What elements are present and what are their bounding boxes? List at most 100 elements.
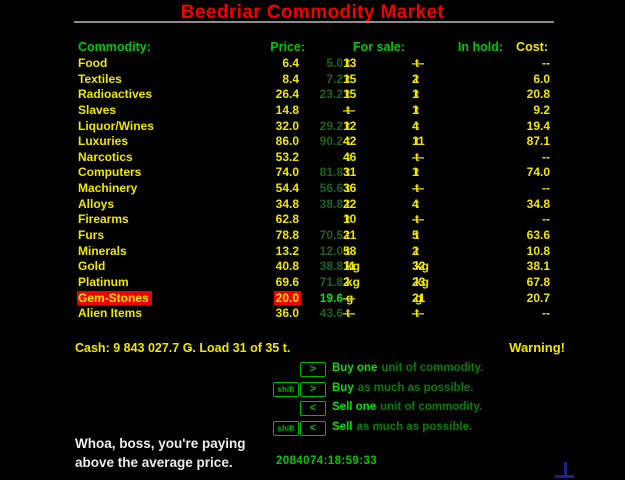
- ship-marker-icon: [555, 461, 575, 480]
- legend-text: Buy one unit of commodity.: [332, 362, 484, 374]
- commodity-cost: 20.7: [526, 290, 550, 305]
- commodity-price: 62.8: [275, 212, 299, 227]
- table-row[interactable]: Firearms 62.8 10 t — t --: [78, 212, 550, 227]
- commodity-cost: 6.0: [533, 71, 550, 86]
- commodity-avg-price: 56.6: [319, 181, 343, 196]
- table-row[interactable]: Platinum 69.6 71.8 2 kg 23 kg 67.8: [78, 274, 550, 289]
- commodity-avg-price: 70.5: [319, 228, 343, 243]
- commodity-price: 40.8: [275, 259, 299, 274]
- table-row[interactable]: Alien Items 36.0 43.6 — t — t --: [78, 306, 550, 321]
- advisor-message-line2: above the average price.: [75, 454, 233, 470]
- commodity-price: 8.4: [282, 71, 299, 86]
- arrow-key-button[interactable]: >: [300, 362, 326, 377]
- commodity-price: 34.8: [275, 196, 299, 211]
- commodity-avg-price: 38.8: [319, 259, 343, 274]
- commodity-cost: 74.0: [526, 165, 550, 180]
- commodity-avg-price: 19.6: [319, 290, 343, 305]
- header-in-hold: In hold:: [457, 40, 503, 54]
- commodity-price: 74.0: [275, 165, 299, 180]
- commodity-name: Slaves: [78, 102, 117, 117]
- arrow-key-button[interactable]: <: [300, 401, 326, 416]
- commodity-name: Alloys: [78, 196, 115, 211]
- warning-label: Warning!: [509, 340, 565, 355]
- title-divider: [74, 21, 554, 23]
- table-row[interactable]: Gold 40.8 38.8 11 kg 32 kg 38.1: [78, 259, 550, 274]
- commodity-name: Gem-Stones: [77, 290, 152, 305]
- arrow-key-button[interactable]: <: [300, 420, 326, 436]
- commodity-avg-price: 43.6: [319, 306, 343, 321]
- commodity-avg-price: 90.2: [319, 134, 343, 149]
- commodity-name: Computers: [78, 165, 142, 180]
- commodity-name: Luxuries: [78, 134, 129, 149]
- commodity-price: 54.4: [275, 181, 299, 196]
- commodity-price: 6.4: [282, 56, 299, 70]
- commodity-cost: 20.8: [526, 87, 550, 102]
- legend-text: Sell as much as possible.: [332, 420, 473, 433]
- commodity-cost: 67.8: [526, 274, 550, 289]
- commodity-price: 14.8: [275, 102, 299, 117]
- commodity-cost: 38.1: [526, 259, 550, 274]
- commodity-name: Furs: [78, 228, 105, 243]
- table-row[interactable]: Food 6.4 5.0 13 t — t --: [78, 56, 550, 70]
- commodity-cost: --: [542, 212, 550, 227]
- commodity-cost: 63.6: [526, 228, 550, 243]
- header-cost: Cost:: [516, 40, 548, 54]
- commodity-cost: --: [542, 56, 550, 70]
- commodity-avg-price: 7.2: [326, 71, 343, 86]
- commodity-avg-price: 81.8: [319, 165, 343, 180]
- commodity-avg-price: 23.2: [319, 87, 343, 102]
- commodity-avg-price: 29.2: [319, 118, 343, 133]
- header-commodity: Commodity:: [78, 40, 151, 54]
- shift-key-button[interactable]: shift: [273, 420, 299, 436]
- commodity-name: Textiles: [78, 71, 122, 86]
- commodity-cost: --: [542, 181, 550, 196]
- cash-status: Cash: 9 843 027.7 Ǥ. Load 31 of 35 t.: [75, 341, 291, 355]
- commodity-name: Narcotics: [78, 149, 133, 164]
- commodity-price: 69.6: [275, 274, 299, 289]
- commodity-price: 36.0: [275, 306, 299, 321]
- legend-text: Sell one unit of commodity.: [332, 401, 483, 413]
- legend-text: Buy as much as possible.: [332, 381, 474, 394]
- table-row[interactable]: Narcotics 53.2 46 t — t --: [78, 149, 550, 164]
- commodity-avg-price: 38.8: [319, 196, 343, 211]
- commodity-cost: --: [542, 306, 550, 321]
- shift-key-button[interactable]: shift: [273, 381, 299, 397]
- commodity-cost: 34.8: [526, 196, 550, 211]
- table-row[interactable]: Luxuries 86.0 90.2 42 t 11 t 87.1: [78, 134, 550, 149]
- commodity-cost: 9.2: [533, 102, 550, 117]
- commodity-name: Food: [78, 56, 108, 70]
- commodity-price: 13.2: [275, 243, 299, 258]
- commodity-price: 78.8: [275, 228, 299, 243]
- header-for-sale: For sale:: [352, 40, 405, 54]
- legend-row: shift < Sell as much as possible.: [0, 420, 625, 440]
- commodity-avg-price: 12.0: [319, 243, 343, 258]
- table-row[interactable]: Machinery 54.4 56.6 36 t — t --: [78, 181, 550, 196]
- commodity-avg-price: 5.0: [326, 56, 343, 70]
- commodity-name: Alien Items: [78, 306, 143, 321]
- commodity-name: Minerals: [78, 243, 127, 258]
- commodity-rows: Food 6.4 5.0 13 t — t -- Textiles 8.4 7.2 …: [0, 56, 625, 322]
- commodity-name: Radioactives: [78, 87, 153, 102]
- advisor-message-line1: Whoa, boss, you're paying: [75, 436, 246, 451]
- commodity-name: Liquor/Wines: [78, 118, 154, 133]
- advisor-message: Whoa, boss, you're paying above the aver…: [75, 435, 245, 472]
- commodity-cost: 10.8: [526, 243, 550, 258]
- table-row[interactable]: Gem-Stones 20.0 19.6 — g 21 g 20.7: [77, 290, 550, 305]
- commodity-price: 20.0: [273, 290, 301, 305]
- commodity-price: 86.0: [275, 134, 299, 149]
- commodity-avg-price: 71.8: [319, 274, 343, 289]
- arrow-key-button[interactable]: >: [300, 381, 326, 397]
- header-price: Price:: [270, 40, 305, 54]
